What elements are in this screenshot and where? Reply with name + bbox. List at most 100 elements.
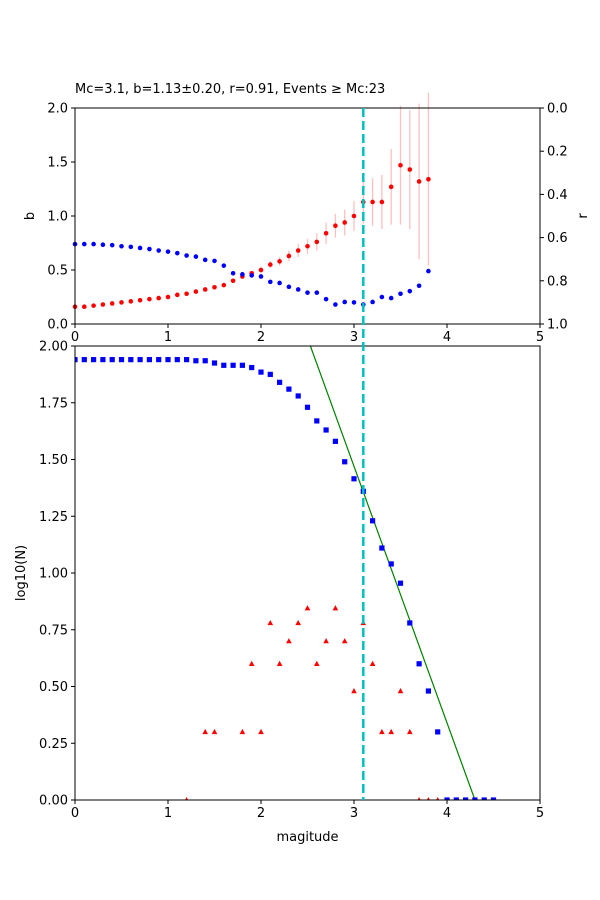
r-value-point	[109, 242, 115, 248]
b-value-point	[128, 299, 134, 304]
noncumulative-count-point	[397, 688, 404, 694]
noncumulative-count-point	[351, 688, 357, 694]
noncumulative-count-point	[267, 619, 274, 626]
b-value-point	[193, 289, 199, 294]
b-value-point	[295, 248, 301, 253]
bottom-x-tick-label: 1	[164, 806, 172, 821]
noncumulative-count-point	[211, 728, 218, 735]
b-value-point	[370, 199, 375, 205]
r-value-point	[277, 280, 282, 286]
bottom-y-tick-label: 0.75	[39, 623, 68, 638]
cumulative-count-point	[174, 357, 180, 363]
r-value-point	[398, 291, 403, 297]
r-value-point	[240, 272, 245, 277]
noncumulative-count-point	[304, 605, 311, 611]
cumulative-count-point	[314, 418, 320, 424]
b-value-point	[286, 253, 292, 259]
bottom-y-tick-label: 1.75	[39, 396, 68, 411]
cumulative-count-point	[137, 357, 143, 363]
bottom-plot-area	[75, 346, 497, 800]
cumulative-count-point	[472, 797, 478, 800]
cumulative-count-point	[323, 427, 329, 433]
r-value-point	[175, 250, 180, 256]
noncumulative-count-point	[286, 638, 292, 644]
r-value-point	[314, 290, 320, 295]
cumulative-count-point	[425, 688, 431, 694]
noncumulative-count-point	[184, 797, 189, 800]
top-axes: 0 1 2 3 4 5 0.0 0.5 1.0 1.5 2.0 0.0 0.2 0.4 0.6 0.8 1.0	[47, 102, 567, 346]
b-value-point	[165, 294, 171, 300]
noncumulative-count-point	[258, 728, 264, 735]
cumulative-count-point	[221, 362, 227, 368]
bottom-y-tick-label: 0.50	[39, 680, 68, 695]
r-value-point	[230, 270, 236, 276]
cumulative-count-point	[81, 357, 87, 363]
r-value-point	[91, 241, 96, 247]
bottom-panel: 0 1 2 3 4 5 0.00 0.25 0.50 0.75 1.00 1.25 1.50 1.75 2.…	[14, 340, 544, 846]
top-x-tick-label: 3	[350, 330, 358, 345]
top-x-tick-label: 5	[536, 330, 544, 345]
cumulative-count-point	[128, 357, 134, 363]
cumulative-count-point	[397, 580, 404, 586]
r-value-point	[137, 245, 143, 251]
b-value-point	[91, 303, 96, 308]
cumulative-count-point	[165, 357, 171, 363]
cumulative-count-point	[416, 661, 422, 667]
r-value-point	[82, 241, 87, 247]
cumulative-count-point	[249, 364, 255, 371]
bottom-axes-frame	[74, 345, 541, 801]
r-value-point	[128, 244, 134, 250]
cumulative-count-point	[91, 357, 97, 363]
b-value-point	[323, 230, 329, 236]
r-value-point	[249, 273, 254, 278]
r-value-point	[100, 242, 106, 248]
b-value-point	[212, 284, 217, 290]
cumulative-count-point	[342, 459, 348, 465]
cumulative-count-point	[407, 620, 413, 626]
cumulative-count-point	[388, 561, 394, 567]
noncumulative-count-point	[436, 797, 440, 800]
b-value-point	[416, 179, 422, 184]
r-value-point	[156, 248, 161, 253]
cumulative-count-point	[156, 357, 162, 363]
noncumulative-count-point	[314, 660, 320, 666]
top-right-y-tick-label: 0.2	[547, 145, 568, 160]
r-value-point	[202, 257, 208, 263]
b-value-point	[258, 267, 264, 273]
cumulative-count-point	[75, 357, 78, 363]
bottom-axes: 0 1 2 3 4 5 0.00 0.25 0.50 0.75 1.00 1.25 1.50 1.75 2.…	[39, 340, 544, 822]
cumulative-count-point	[332, 438, 338, 444]
bottom-y-tick-label: 1.25	[39, 510, 68, 525]
top-x-tick-label: 1	[164, 330, 172, 345]
cumulative-count-point	[481, 797, 487, 800]
b-value-point	[426, 176, 431, 182]
noncumulative-count-point	[239, 728, 246, 735]
r-value-point	[193, 254, 199, 259]
b-value-point	[379, 199, 385, 205]
cumulative-count-point	[118, 357, 125, 363]
cumulative-count-point	[239, 362, 245, 368]
b-value-point	[147, 296, 152, 302]
top-y-tick-label: 1.0	[47, 210, 68, 225]
b-value-point	[230, 278, 236, 284]
b-value-point	[175, 292, 180, 298]
bottom-y-tick-label: 2.00	[39, 340, 68, 355]
noncumulative-count-point	[388, 728, 394, 735]
cumulative-count-point	[277, 379, 283, 385]
b-value-point	[388, 184, 394, 190]
cumulative-count-point	[202, 358, 208, 364]
r-value-point	[258, 274, 264, 279]
r-value-point	[416, 283, 422, 289]
b-value-point	[119, 300, 124, 305]
r-value-point	[119, 243, 124, 249]
bottom-x-tick-label: 2	[257, 806, 265, 821]
r-value-point	[342, 299, 348, 305]
top-x-tick-label: 0	[71, 330, 79, 345]
b-value-point	[82, 304, 87, 310]
r-value-point	[295, 287, 301, 292]
r-value-point	[388, 295, 394, 301]
top-right-y-tick-label: 1.0	[547, 318, 568, 333]
r-value-point	[147, 246, 152, 252]
b-value-point	[398, 162, 403, 168]
